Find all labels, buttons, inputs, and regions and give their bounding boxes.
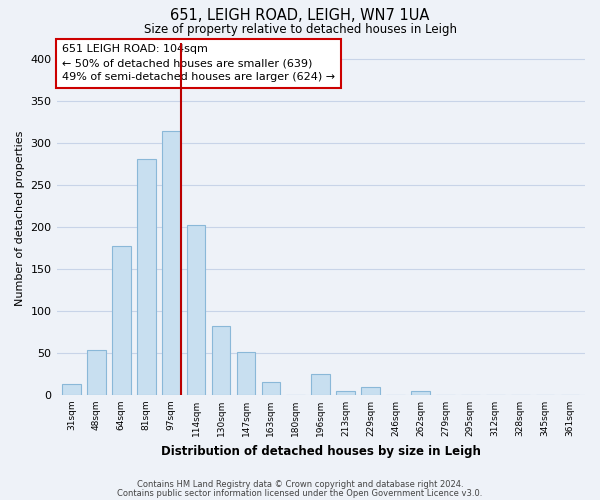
Bar (311, 374, 330, 395)
Y-axis label: Number of detached properties: Number of detached properties (15, 131, 25, 306)
Bar (162, 130, 181, 395)
Bar (112, 246, 131, 395)
Bar (236, 352, 256, 395)
Bar (137, 159, 155, 395)
Bar (187, 224, 205, 395)
Text: Contains public sector information licensed under the Open Government Licence v3: Contains public sector information licen… (118, 490, 482, 498)
Bar (361, 386, 380, 395)
Text: 651 LEIGH ROAD: 104sqm
← 50% of detached houses are smaller (639)
49% of semi-de: 651 LEIGH ROAD: 104sqm ← 50% of detached… (62, 44, 335, 82)
Bar (87, 350, 106, 395)
Text: Size of property relative to detached houses in Leigh: Size of property relative to detached ho… (143, 22, 457, 36)
Text: Contains HM Land Registry data © Crown copyright and database right 2024.: Contains HM Land Registry data © Crown c… (137, 480, 463, 489)
Text: 651, LEIGH ROAD, LEIGH, WN7 1UA: 651, LEIGH ROAD, LEIGH, WN7 1UA (170, 8, 430, 22)
Bar (212, 326, 230, 395)
Bar (262, 382, 280, 395)
Bar (62, 384, 81, 395)
Bar (411, 390, 430, 395)
Bar (337, 390, 355, 395)
X-axis label: Distribution of detached houses by size in Leigh: Distribution of detached houses by size … (161, 444, 481, 458)
